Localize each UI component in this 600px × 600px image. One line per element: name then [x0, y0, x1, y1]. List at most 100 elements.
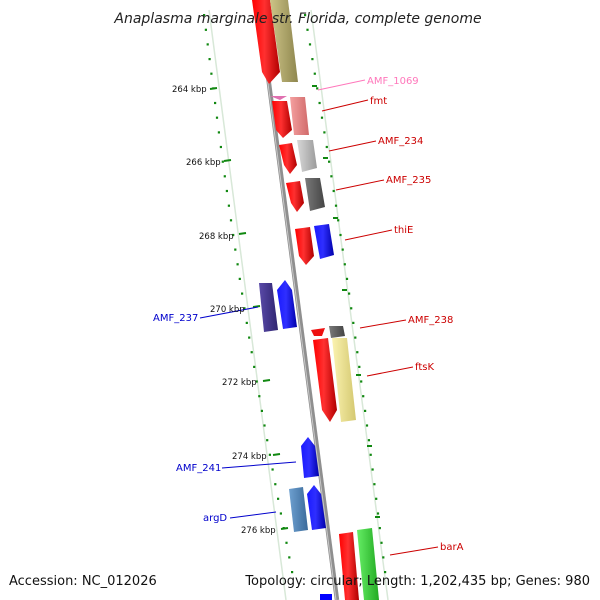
- track-dot: [371, 468, 374, 471]
- track-dot: [253, 365, 256, 368]
- gene-amf-238-red: [311, 328, 325, 336]
- track-dot: [225, 189, 228, 193]
- scale-label-274: 274 kbp: [232, 452, 267, 462]
- track-dot: [285, 541, 288, 544]
- track-dot: [250, 351, 253, 354]
- track-dot: [311, 58, 314, 61]
- genome-backbone: [255, 0, 340, 600]
- leader-amf-234: [328, 140, 377, 152]
- scale-label-276: 276 kbp: [241, 526, 276, 536]
- gene-bara-red: [339, 532, 359, 600]
- track-dot: [229, 219, 233, 222]
- track-dot: [241, 292, 244, 295]
- gene-label-amf-238[interactable]: AMF_238: [408, 315, 453, 326]
- leader-amf-238: [359, 319, 407, 329]
- leader-fmt: [321, 99, 369, 112]
- track-dot: [204, 28, 207, 31]
- track-dot: [236, 263, 239, 266]
- track-dot: [260, 409, 263, 412]
- track-dot: [291, 571, 294, 574]
- track-dot: [376, 512, 380, 515]
- track-dot: [274, 483, 277, 486]
- gene-amf-235-red: [286, 181, 304, 212]
- gene-amf-234: [297, 140, 317, 172]
- outer-track: [304, 14, 387, 574]
- track-dot: [384, 571, 387, 574]
- track-dot: [221, 160, 224, 163]
- track-dot: [323, 131, 326, 134]
- track-dot: [308, 43, 312, 46]
- track-dot: [325, 145, 328, 149]
- gene-label-fmt[interactable]: fmt: [370, 96, 387, 107]
- track-dot: [227, 204, 230, 207]
- leader-argd: [229, 511, 277, 519]
- track-dot: [203, 14, 206, 17]
- tick-264: [209, 87, 218, 90]
- scale-major-ticks: [209, 87, 289, 530]
- track-dot: [232, 233, 235, 237]
- leader-amf-241: [221, 461, 297, 469]
- track-dot: [360, 380, 363, 383]
- track-dot: [263, 424, 266, 427]
- track-dot: [217, 131, 220, 134]
- track-dot: [352, 321, 355, 324]
- track-dot: [288, 556, 291, 559]
- track-dot: [348, 292, 351, 295]
- track-dot: [343, 263, 346, 266]
- gene-label-amf-237[interactable]: AMF_237: [153, 313, 198, 324]
- track-dot: [362, 395, 365, 398]
- gene-thie-red: [295, 227, 314, 265]
- track-dot: [313, 72, 316, 75]
- scale-label-272: 272 kbp: [222, 378, 257, 388]
- gene-ftsk: [332, 338, 356, 422]
- gene-label-amf-1069[interactable]: AMF_1069: [367, 76, 419, 87]
- track-dot: [234, 248, 237, 251]
- scale-label-266: 266 kbp: [186, 158, 221, 168]
- map-title: Anaplasma marginale str. Florida, comple…: [113, 11, 481, 27]
- track-dot: [318, 101, 321, 105]
- label-leaders: [199, 79, 439, 556]
- gene-label-amf-235[interactable]: AMF_235: [386, 175, 431, 186]
- gene-amf-238: [329, 326, 345, 338]
- track-dot: [350, 307, 353, 310]
- leader-bara: [389, 546, 439, 556]
- tick-266: [223, 159, 232, 162]
- gene-label-argd[interactable]: argD: [203, 513, 227, 524]
- band-outline-left: [208, 9, 287, 600]
- track-dot: [380, 541, 383, 544]
- tick-276: [280, 527, 289, 530]
- track-dot: [208, 58, 211, 61]
- leader-amf-237: [199, 306, 259, 319]
- track-dot: [268, 453, 271, 456]
- track-dot: [334, 204, 338, 207]
- leader-amf-235: [335, 179, 385, 191]
- track-dot: [266, 439, 269, 442]
- track-dot: [337, 219, 340, 222]
- track-dot: [245, 321, 248, 324]
- track-dot: [248, 336, 251, 339]
- scale-label-268: 268 kbp: [199, 232, 234, 242]
- tick-268: [238, 232, 247, 235]
- gene-thie: [314, 224, 334, 259]
- track-dot: [382, 556, 385, 559]
- gene-amf-1069: [270, 96, 287, 100]
- track-dot: [271, 468, 274, 471]
- track-dot: [316, 87, 319, 90]
- gene-bottom-blue: [320, 594, 332, 600]
- gene-label-amf-234[interactable]: AMF_234: [378, 136, 423, 147]
- outer-major-ticks: [312, 85, 380, 518]
- gene-label-ftsk[interactable]: ftsK: [415, 362, 434, 373]
- track-dot: [255, 380, 258, 383]
- scale-labels: 264 kbp 266 kbp 268 kbp 270 kbp 272 kbp …: [172, 85, 276, 536]
- leader-ftsk: [366, 366, 414, 377]
- tick-270: [252, 305, 261, 308]
- gene-bara: [357, 528, 379, 600]
- gene-argd-steel: [289, 487, 308, 532]
- gene-labels: AMF_1069 fmt AMF_234 AMF_235 thiE AMF_23…: [153, 76, 464, 553]
- track-dot: [304, 14, 307, 17]
- gene-label-thie[interactable]: thiE: [394, 225, 413, 236]
- genome-summary-text: Topology: circular; Length: 1,202,435 bp…: [244, 574, 590, 589]
- gene-label-amf-241[interactable]: AMF_241: [176, 463, 221, 474]
- gene-label-bara[interactable]: barA: [440, 542, 464, 553]
- gene-fmt-red: [272, 101, 292, 138]
